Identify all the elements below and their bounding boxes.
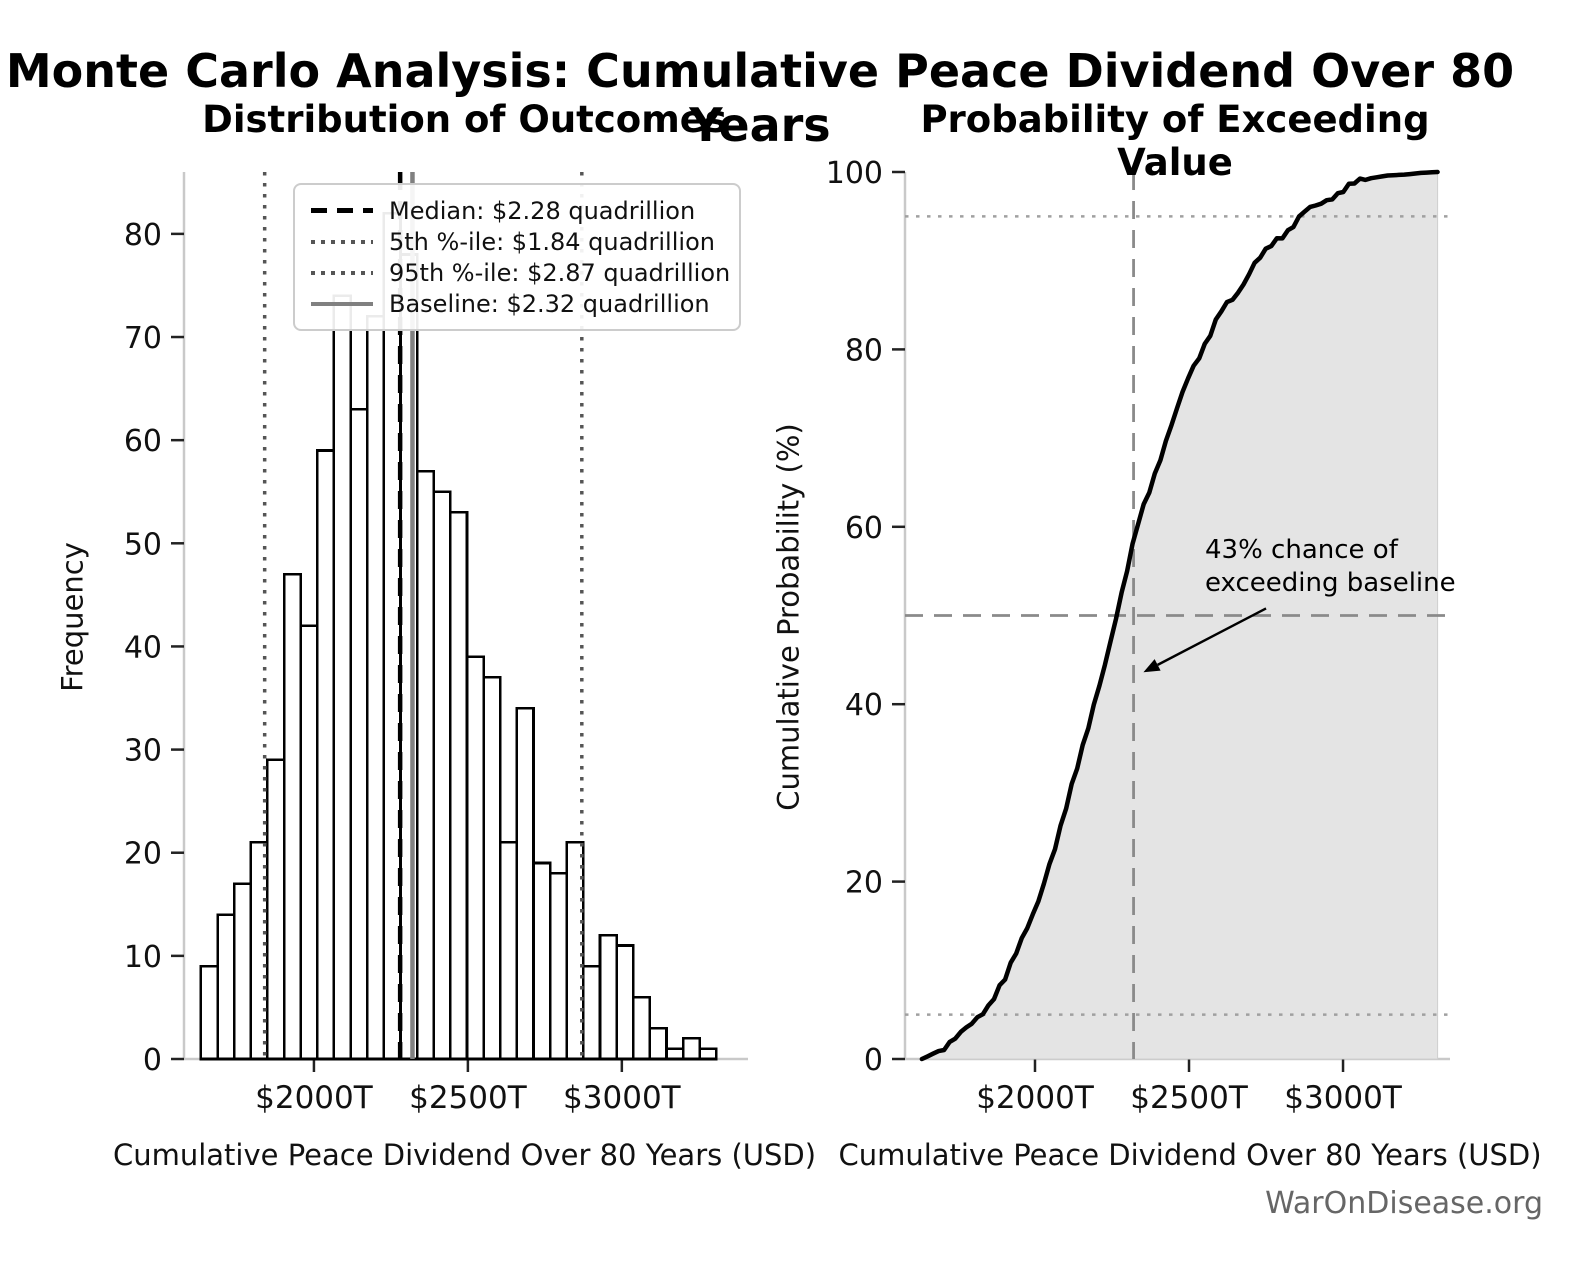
histogram-bar xyxy=(548,872,569,1061)
p5-line-sample xyxy=(311,239,373,244)
hist-x-tick-label: $2500T xyxy=(409,1080,528,1116)
cdf-x-tick-label: $3000T xyxy=(1284,1080,1403,1116)
hist-y-tick-label: 50 xyxy=(124,527,162,562)
main-title: Monte Carlo Analysis: Cumulative Peace D… xyxy=(5,44,1515,152)
histogram-bar xyxy=(449,511,469,1061)
hist-y-tick-label: 40 xyxy=(124,630,162,665)
histogram-bar xyxy=(349,407,369,1061)
cdf-y-tick-label: 80 xyxy=(845,333,883,368)
histogram-bar xyxy=(249,841,269,1061)
median-line-sample xyxy=(311,208,373,213)
histogram-bar xyxy=(582,964,602,1061)
hist-y-tick-label: 80 xyxy=(124,218,162,253)
legend-label-p5: 5th %-ile: $1.84 quadrillion xyxy=(389,227,715,256)
histogram-bar xyxy=(698,1047,718,1061)
legend-label-p95: 95th %-ile: $2.87 quadrillion xyxy=(389,258,731,287)
cdf-x-tick-label: $2500T xyxy=(1130,1080,1249,1116)
histogram-bar xyxy=(515,707,535,1061)
right-y-axis-label: Cumulative Probability (%) xyxy=(771,423,806,811)
hist-y-tick-label: 70 xyxy=(124,321,162,356)
histogram-bar xyxy=(631,995,652,1061)
histogram-bar xyxy=(332,294,352,1061)
cdf-y-tick-label: 40 xyxy=(845,688,883,723)
legend-row-median: Median: $2.28 quadrillion xyxy=(311,195,725,226)
cdf-y-tick-label: 100 xyxy=(826,156,883,191)
histogram-bar xyxy=(232,882,253,1061)
histogram-bar xyxy=(199,964,219,1061)
histogram-bar xyxy=(316,449,336,1061)
histogram-bar xyxy=(681,1037,702,1061)
annotation-line-2: exceeding baseline xyxy=(1205,567,1456,598)
annotation-arrow-head xyxy=(1143,659,1161,673)
hist-x-tick-label: $2000T xyxy=(255,1080,374,1116)
cdf-y-tick-label: 60 xyxy=(845,511,883,546)
hist-y-tick-label: 60 xyxy=(124,424,162,459)
histogram-bar xyxy=(365,315,386,1061)
legend: Median: $2.28 quadrillion 5th %-ile: $1.… xyxy=(293,183,741,331)
histogram-bar xyxy=(266,758,286,1061)
right-x-axis-label: Cumulative Peace Dividend Over 80 Years … xyxy=(838,1138,1542,1172)
hist-y-tick-label: 30 xyxy=(124,734,162,769)
legend-row-baseline: Baseline: $2.32 quadrillion xyxy=(311,288,725,319)
annotation-line-1: 43% chance of xyxy=(1205,535,1398,565)
histogram-bar xyxy=(415,469,436,1061)
histogram-bar xyxy=(482,676,502,1061)
cdf-x-tick-label: $2000T xyxy=(976,1080,1095,1116)
hist-y-tick-label: 10 xyxy=(124,940,162,975)
watermark: WarOnDisease.org xyxy=(1265,1186,1543,1221)
histogram-bar xyxy=(432,490,452,1061)
legend-row-p5: 5th %-ile: $1.84 quadrillion xyxy=(311,226,725,257)
hist-y-tick-label: 0 xyxy=(143,1043,162,1078)
histogram-bar xyxy=(532,861,552,1061)
histogram-bar xyxy=(565,841,585,1061)
right-subplot-title: Probability of Exceeding Value xyxy=(920,98,1430,184)
legend-label-median: Median: $2.28 quadrillion xyxy=(389,196,696,225)
histogram-bar xyxy=(465,655,485,1061)
annotation-arrow-shaft xyxy=(1157,607,1267,666)
legend-label-baseline: Baseline: $2.32 quadrillion xyxy=(389,289,710,318)
histogram-bar xyxy=(615,944,635,1061)
hist-y-tick-label: 20 xyxy=(124,837,162,872)
histogram-bar xyxy=(598,933,618,1061)
left-y-axis-label: Frequency xyxy=(55,542,90,692)
p95-line-sample xyxy=(311,270,373,275)
cdf-annotation: 43% chance of exceeding baseline xyxy=(1205,534,1456,599)
histogram-bar xyxy=(498,841,519,1061)
histogram-bar xyxy=(216,913,236,1061)
cdf-y-tick-label: 0 xyxy=(864,1043,883,1078)
baseline-line-sample xyxy=(311,301,373,306)
histogram-bar xyxy=(665,1047,685,1061)
left-subplot-title: Distribution of Outcomes xyxy=(202,98,727,141)
cdf-curve xyxy=(919,169,1440,1062)
histogram-bar xyxy=(299,624,319,1061)
left-x-axis-label: Cumulative Peace Dividend Over 80 Years … xyxy=(112,1138,817,1172)
histogram-bar xyxy=(648,1026,668,1061)
cdf-y-tick-label: 20 xyxy=(845,866,883,901)
legend-row-p95: 95th %-ile: $2.87 quadrillion xyxy=(311,257,730,288)
hist-x-tick-label: $3000T xyxy=(563,1080,682,1116)
histogram-bar xyxy=(282,572,302,1061)
